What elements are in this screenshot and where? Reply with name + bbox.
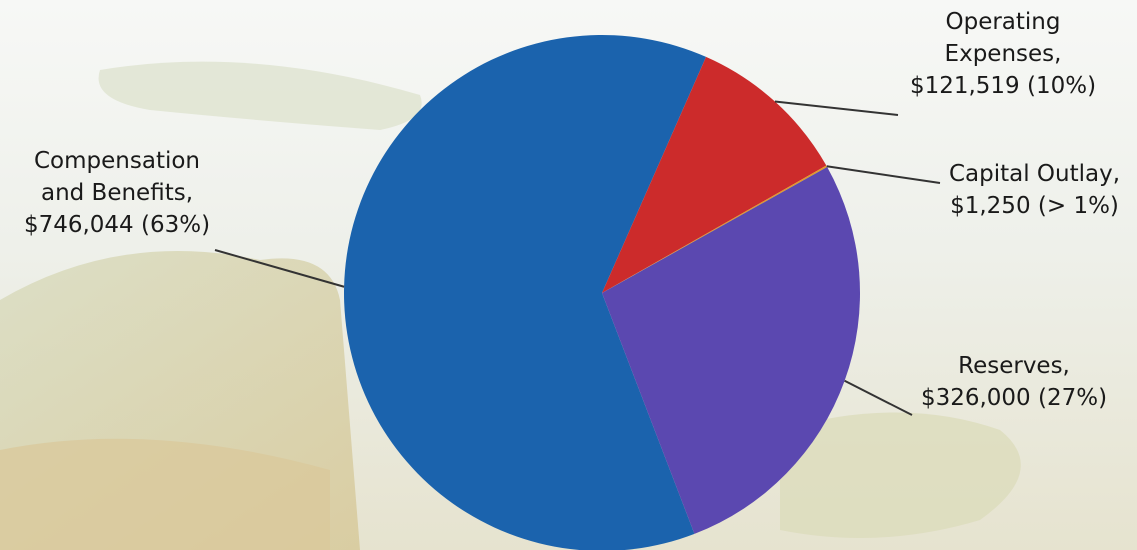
label-operating-value: $121,519 (10%) [909,73,1097,99]
pie-slices [344,35,860,550]
pie-slice-capital-outlay [602,165,828,293]
label-compensation-value: $746,044 (63%) [23,212,211,238]
leader-line-compensation-and-benefits [214,249,345,288]
label-capital-line1: Capital Outlay, [948,161,1121,187]
leader-line-reserves [844,379,913,416]
pie-slice-reserves [602,167,860,534]
label-capital-value: $1,250 (> 1%) [950,193,1119,219]
label-compensation-and-benefits: Compensation and Benefits, $746,044 (63%… [6,145,228,241]
label-operating-expenses: Operating Expenses, $121,519 (10%) [872,6,1134,102]
label-reserves: Reserves, $326,000 (27%) [906,350,1122,414]
label-compensation-line2: and Benefits, [40,180,194,206]
label-operating-line1: Operating [945,9,1061,35]
label-capital-outlay: Capital Outlay, $1,250 (> 1%) [932,158,1137,222]
leader-line-operating-expenses [774,100,899,116]
label-reserves-value: $326,000 (27%) [920,385,1108,411]
pie-slice-compensation-and-benefits [344,35,707,550]
leader-lines [214,100,941,416]
label-reserves-line1: Reserves, [958,353,1070,379]
leader-line-capital-outlay [826,165,941,184]
pie-slice-operating-expenses [602,56,827,293]
label-operating-line2: Expenses, [944,41,1062,67]
label-compensation-line1: Compensation [34,148,200,174]
